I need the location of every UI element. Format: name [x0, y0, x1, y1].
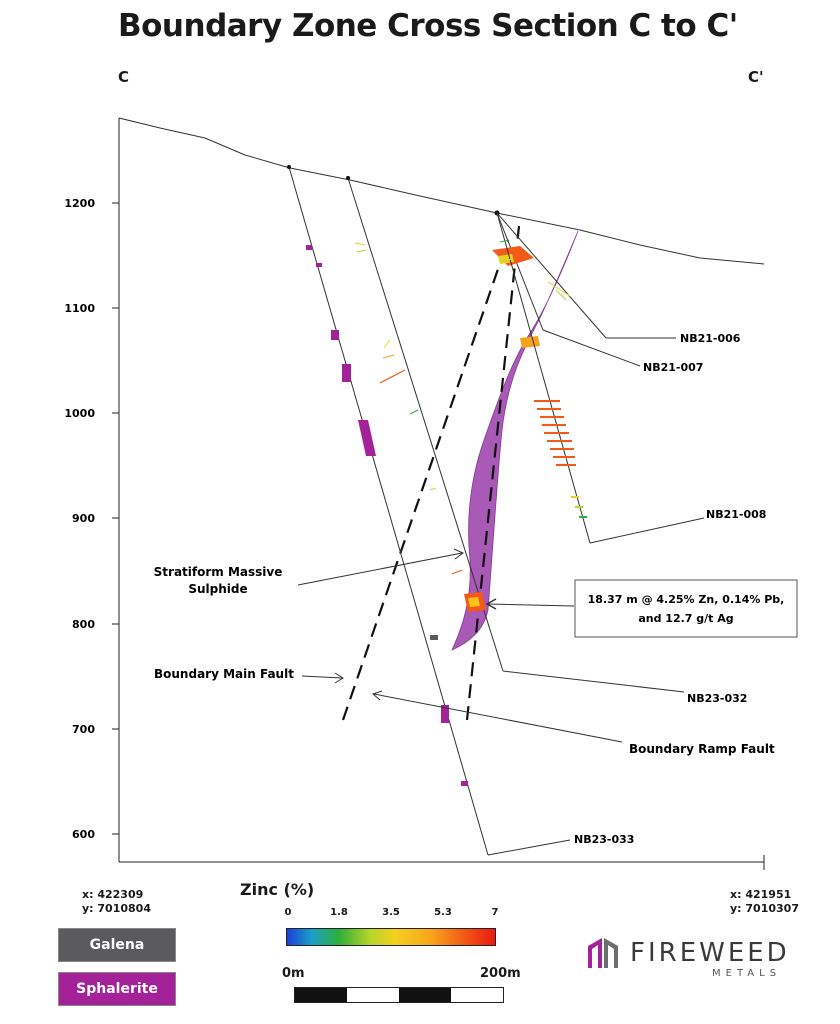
- intercept-arrow: [487, 603, 575, 607]
- boundary-ramp-fault: [465, 225, 521, 721]
- leader-nb23-033: [487, 839, 571, 856]
- end-y-coord: y: 7010307: [730, 902, 799, 915]
- zinc-tick-3: 5.3: [434, 907, 452, 918]
- elev-tick-700: 700: [72, 723, 95, 736]
- fireweed-logo-icon: [588, 938, 618, 968]
- legend-sphalerite: Sphalerite: [58, 972, 176, 1006]
- drill-hole-nb21-008: [496, 212, 591, 544]
- sphalerite-interval: [441, 705, 449, 723]
- start-x-coord: x: 422309: [82, 888, 144, 901]
- zinc-scale-title: Zinc (%): [240, 880, 315, 899]
- drill-hole-nb23-032: [346, 176, 504, 672]
- end-coordinates: x: 421951 y: 7010307: [730, 888, 799, 916]
- boundary-main-fault: [341, 239, 510, 721]
- section-start-label: C: [118, 68, 130, 86]
- hole-label-nb21-006: NB21-006: [680, 332, 741, 345]
- sphalerite-interval: [342, 364, 351, 382]
- elev-tick-600: 600: [72, 828, 95, 841]
- sphalerite-interval: [358, 420, 376, 456]
- sphalerite-interval: [331, 330, 339, 340]
- leader-nb21-007: [542, 329, 641, 367]
- zinc-tick-2: 3.5: [382, 907, 400, 918]
- stratiform-arrow: [297, 552, 463, 586]
- elevation-ticks: 1200 1100 1000 900 800 700 600: [64, 197, 119, 841]
- zinc-tick-1: 1.8: [330, 907, 348, 918]
- distance-scalebar: [294, 987, 504, 1003]
- drill-hole-nb21-006: [494, 210, 607, 339]
- leader-nb21-008: [589, 517, 705, 544]
- hole-label-nb23-033: NB23-033: [574, 833, 634, 846]
- logo-wordmark: FIREWEED: [630, 938, 790, 968]
- elev-tick-800: 800: [72, 618, 95, 631]
- elev-tick-1000: 1000: [64, 407, 95, 420]
- intercept-line2: and 12.7 g/t Ag: [638, 612, 733, 625]
- zinc-colorbar: [286, 928, 496, 946]
- start-coordinates: x: 422309 y: 7010804: [82, 888, 151, 916]
- sphalerite-interval: [306, 245, 312, 250]
- logo-subtitle: METALS: [712, 968, 782, 979]
- main-fault-label: Boundary Main Fault: [154, 667, 294, 681]
- sphalerite-interval: [316, 263, 322, 267]
- drill-hole-nb21-007: [492, 212, 544, 348]
- ramp-fault-label: Boundary Ramp Fault: [629, 742, 775, 756]
- distance-scale-start: 0m: [282, 966, 305, 981]
- section-end-label: C': [748, 68, 764, 86]
- ramp-fault-arrow: [373, 693, 623, 743]
- elev-tick-1100: 1100: [64, 302, 95, 315]
- legend-galena: Galena: [58, 928, 176, 962]
- cross-section-diagram: 1200 1100 1000 900 800 700 600: [64, 117, 798, 870]
- hole-label-nb21-008: NB21-008: [706, 508, 766, 521]
- end-x-coord: x: 421951: [730, 888, 792, 901]
- elev-tick-900: 900: [72, 512, 95, 525]
- distance-scale-end: 200m: [480, 966, 521, 981]
- drill-hole-nb23-033: [287, 165, 489, 856]
- sphalerite-interval: [461, 781, 468, 786]
- hole-label-nb21-007: NB21-007: [643, 361, 703, 374]
- stratiform-label-line2: Sulphide: [188, 582, 247, 596]
- intercept-line1: 18.37 m @ 4.25% Zn, 0.14% Pb,: [588, 593, 785, 606]
- intercept-callout-box: [574, 579, 798, 638]
- elev-tick-1200: 1200: [64, 197, 95, 210]
- stratiform-massive-sulphide-body: [451, 230, 579, 651]
- stratiform-label-line1: Stratiform Massive: [154, 565, 283, 579]
- zinc-tick-0: 0: [284, 907, 292, 918]
- start-y-coord: y: 7010804: [82, 902, 151, 915]
- topography-line: [118, 117, 765, 265]
- galena-interval: [430, 635, 438, 640]
- page-title: Boundary Zone Cross Section C to C': [118, 8, 738, 44]
- hole-label-nb23-032: NB23-032: [687, 692, 747, 705]
- main-fault-arrow: [301, 675, 343, 679]
- leader-nb23-032: [502, 670, 685, 693]
- zinc-tick-4: 7: [491, 907, 499, 918]
